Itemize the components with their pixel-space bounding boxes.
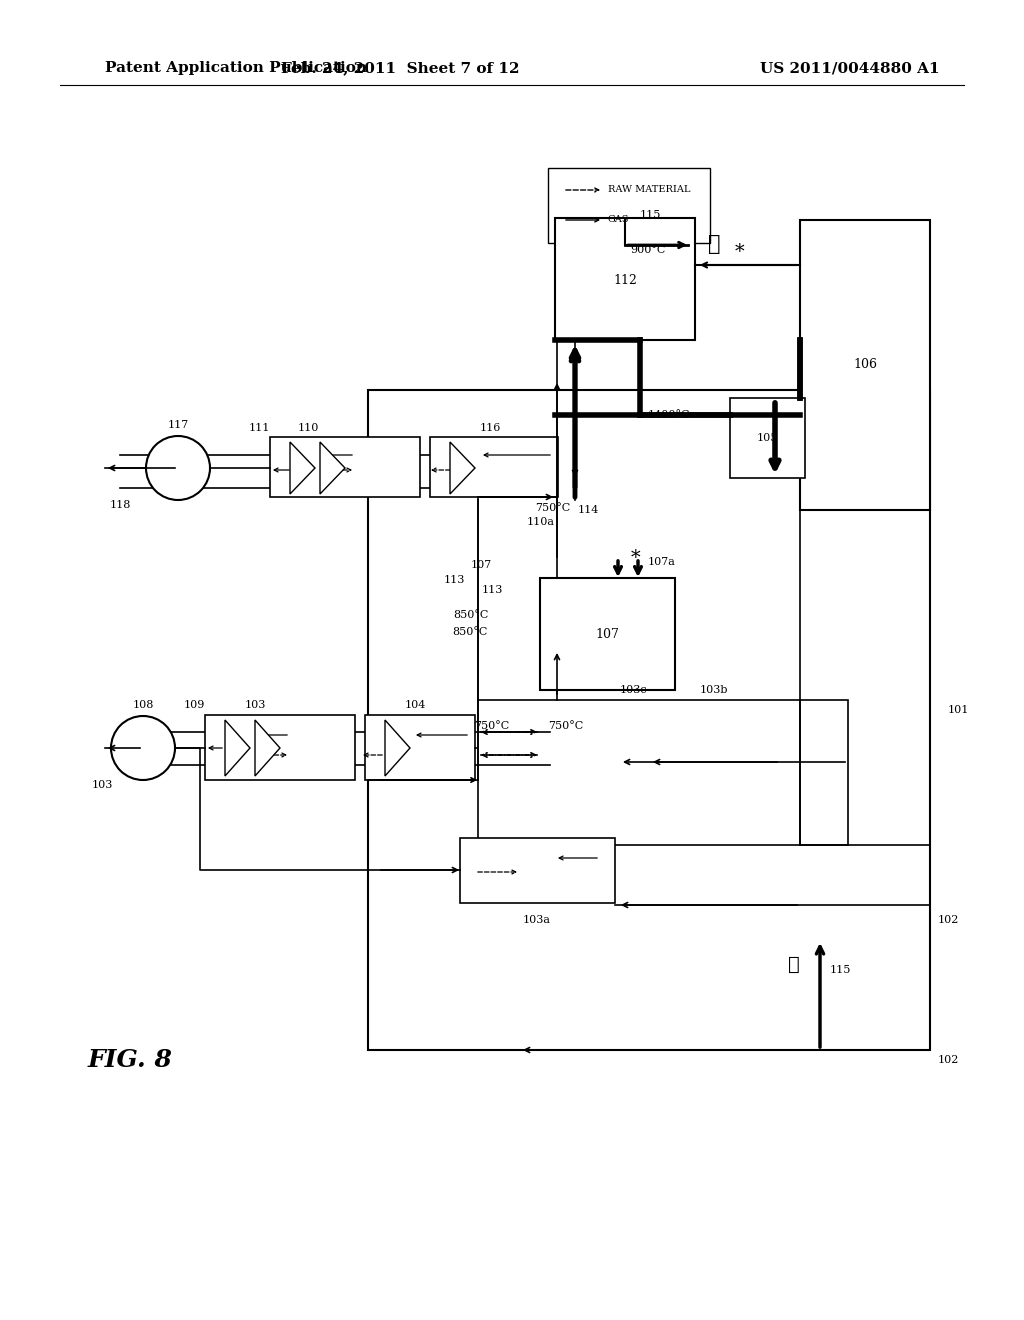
Polygon shape — [385, 719, 410, 776]
Text: 101: 101 — [948, 705, 970, 715]
Text: 106: 106 — [853, 359, 877, 371]
Text: GAS: GAS — [608, 215, 630, 224]
Text: 107: 107 — [471, 560, 492, 570]
Bar — [270, 437, 420, 498]
Text: 105: 105 — [757, 433, 777, 444]
Text: *: * — [735, 243, 744, 261]
Bar — [540, 578, 675, 690]
Bar — [478, 700, 848, 845]
Text: *: * — [631, 549, 640, 568]
Text: 850°C: 850°C — [452, 627, 487, 638]
Text: 750°C: 750°C — [535, 503, 570, 513]
Text: 103c: 103c — [620, 685, 647, 696]
Polygon shape — [225, 719, 250, 776]
Text: ※: ※ — [788, 956, 800, 974]
Text: 850°C: 850°C — [453, 610, 488, 620]
Text: 113: 113 — [482, 585, 504, 595]
Text: 117: 117 — [167, 420, 188, 430]
Text: 109: 109 — [183, 700, 205, 710]
Text: 103: 103 — [245, 700, 265, 710]
Text: 108: 108 — [132, 700, 154, 710]
Polygon shape — [290, 442, 315, 494]
Text: 900°C: 900°C — [630, 246, 666, 255]
Text: 750°C: 750°C — [474, 721, 509, 731]
Text: 112: 112 — [613, 273, 637, 286]
Text: FIG. 8: FIG. 8 — [88, 1048, 172, 1072]
Bar — [548, 168, 710, 243]
Bar — [365, 715, 475, 780]
Text: 111: 111 — [249, 422, 270, 433]
Text: 103a: 103a — [523, 915, 551, 925]
Text: 104: 104 — [404, 700, 426, 710]
Text: 113: 113 — [443, 576, 465, 585]
Text: US 2011/0044880 A1: US 2011/0044880 A1 — [760, 61, 940, 75]
Circle shape — [146, 436, 210, 500]
Text: 110: 110 — [297, 422, 318, 433]
Text: 107a: 107a — [648, 557, 676, 568]
Text: 116: 116 — [479, 422, 501, 433]
Text: 103b: 103b — [700, 685, 728, 696]
Text: 102: 102 — [938, 1055, 959, 1065]
Text: RAW MATERIAL: RAW MATERIAL — [608, 186, 690, 194]
Text: 115: 115 — [640, 210, 662, 220]
Bar — [800, 220, 930, 510]
Text: 107: 107 — [595, 627, 618, 640]
Text: Patent Application Publication: Patent Application Publication — [105, 61, 367, 75]
Text: 102: 102 — [938, 915, 959, 925]
Polygon shape — [319, 442, 345, 494]
Bar — [730, 399, 805, 478]
Bar — [205, 715, 355, 780]
Text: 750°C: 750°C — [548, 721, 584, 731]
Bar — [368, 389, 930, 1049]
Text: 118: 118 — [110, 500, 131, 510]
Text: 103: 103 — [91, 780, 113, 789]
Text: 1400°C: 1400°C — [648, 411, 690, 420]
Text: 110a: 110a — [527, 517, 555, 527]
Polygon shape — [255, 719, 280, 776]
Bar — [460, 838, 615, 903]
Text: Feb. 24, 2011  Sheet 7 of 12: Feb. 24, 2011 Sheet 7 of 12 — [281, 61, 519, 75]
Circle shape — [111, 715, 175, 780]
Text: ※: ※ — [708, 235, 721, 255]
Text: 114: 114 — [578, 506, 599, 515]
Polygon shape — [450, 442, 475, 494]
Bar — [555, 218, 695, 341]
Bar — [430, 437, 558, 498]
Text: 115: 115 — [830, 965, 851, 975]
